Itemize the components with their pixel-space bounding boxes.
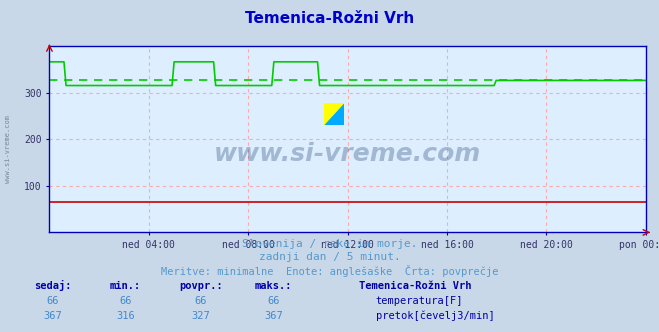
Text: Temenica-Rožni Vrh: Temenica-Rožni Vrh (245, 11, 414, 26)
Text: temperatura[F]: temperatura[F] (376, 296, 463, 306)
Polygon shape (324, 103, 343, 124)
Text: 66: 66 (119, 296, 131, 306)
Text: 327: 327 (192, 311, 210, 321)
Text: povpr.:: povpr.: (179, 281, 223, 291)
Text: Meritve: minimalne  Enote: anglešaške  Črta: povprečje: Meritve: minimalne Enote: anglešaške Črt… (161, 265, 498, 277)
Text: pretok[čevelj3/min]: pretok[čevelj3/min] (376, 310, 494, 321)
Polygon shape (324, 103, 343, 124)
Text: zadnji dan / 5 minut.: zadnji dan / 5 minut. (258, 252, 401, 262)
Text: sedaj:: sedaj: (34, 280, 71, 291)
Text: min.:: min.: (109, 281, 141, 291)
Text: Slovenija / reke in morje.: Slovenija / reke in morje. (242, 239, 417, 249)
Text: www.si-vreme.com: www.si-vreme.com (5, 116, 11, 183)
Text: 66: 66 (268, 296, 279, 306)
Text: Temenica-Rožni Vrh: Temenica-Rožni Vrh (359, 281, 472, 291)
Text: 66: 66 (47, 296, 59, 306)
Text: www.si-vreme.com: www.si-vreme.com (214, 142, 481, 166)
Text: 367: 367 (43, 311, 62, 321)
Text: 367: 367 (264, 311, 283, 321)
Text: 316: 316 (116, 311, 134, 321)
Text: 66: 66 (195, 296, 207, 306)
Text: maks.:: maks.: (255, 281, 292, 291)
